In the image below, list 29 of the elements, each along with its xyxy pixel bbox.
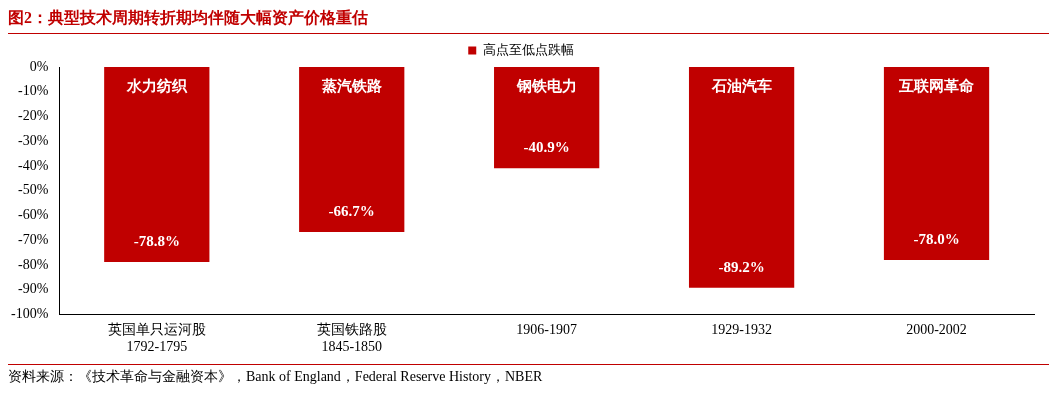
x-tick-label: 英国单只运河股 1792-1795 — [107, 322, 206, 355]
y-tick-label: -90% — [18, 281, 49, 297]
y-tick-label: -30% — [18, 132, 49, 148]
data-label: -78.8% — [133, 232, 180, 249]
y-tick-label: -100% — [11, 306, 49, 322]
annotation: 水力纺织 — [125, 76, 188, 94]
y-tick-label: -60% — [18, 207, 49, 223]
data-label: -40.9% — [523, 139, 570, 156]
x-tick-label: 1906-1907 — [516, 322, 577, 338]
y-tick-label: 0% — [29, 58, 49, 74]
y-tick-label: -40% — [18, 157, 49, 173]
data-label: -66.7% — [328, 202, 375, 219]
y-tick-label: -80% — [18, 256, 49, 272]
y-tick-label: -20% — [18, 108, 49, 124]
y-tick-label: -10% — [18, 83, 49, 99]
x-tick-label: 1929-1932 — [711, 322, 772, 338]
x-tick-label: 2000-2002 — [906, 322, 967, 338]
y-tick-label: -50% — [18, 182, 49, 198]
chart-title: 图2：典型技术周期转折期均伴随大幅资产价格重估 — [8, 8, 1049, 34]
legend-label: 高点至低点跌幅 — [482, 41, 574, 57]
y-tick-label: -70% — [18, 231, 49, 247]
annotation: 石油汽车 — [710, 76, 772, 94]
annotation: 钢铁电力 — [515, 77, 577, 94]
x-tick-label: 英国铁路股 1845-1850 — [316, 322, 387, 355]
data-label: -78.0% — [913, 230, 960, 247]
annotation: 互联网革命 — [898, 77, 976, 94]
text: 资料来源：《技术革命与金融资本》，Bank of England，Federal Reserve History，NBER — [8, 364, 1049, 386]
data-label: -89.2% — [718, 258, 765, 275]
annotation: 蒸汽铁路 — [320, 77, 382, 94]
